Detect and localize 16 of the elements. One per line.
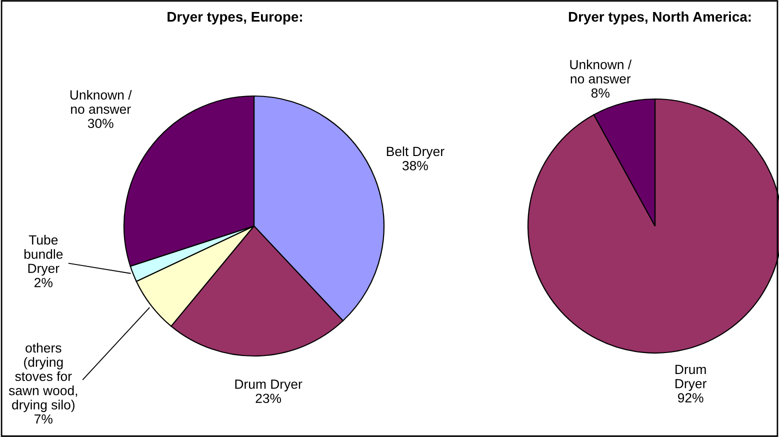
data-label: 38% xyxy=(402,161,428,170)
slice-label: Drum Dryer xyxy=(235,380,302,392)
slice-label: Drum Dryer xyxy=(676,364,706,391)
slice-label: others (drying stoves for sawn wood, drying silo) xyxy=(8,342,78,412)
slice-label: Unknown / no answer xyxy=(70,90,132,114)
data-label: 30% xyxy=(88,118,114,128)
data-label: 2% xyxy=(34,278,52,288)
data-label: 7% xyxy=(34,414,52,424)
chart-title: Dryer types, Europe: xyxy=(168,12,302,24)
data-label: 8% xyxy=(591,88,610,98)
data-label: 23% xyxy=(256,394,282,404)
slice-label: Belt Dryer xyxy=(386,146,444,159)
slice-label: Tube bundle Dryer xyxy=(24,234,63,276)
slice-label: Unknown / no answer xyxy=(570,60,632,84)
data-label: 92% xyxy=(678,393,704,403)
chart-title: Dryer types, North America: xyxy=(568,12,751,24)
